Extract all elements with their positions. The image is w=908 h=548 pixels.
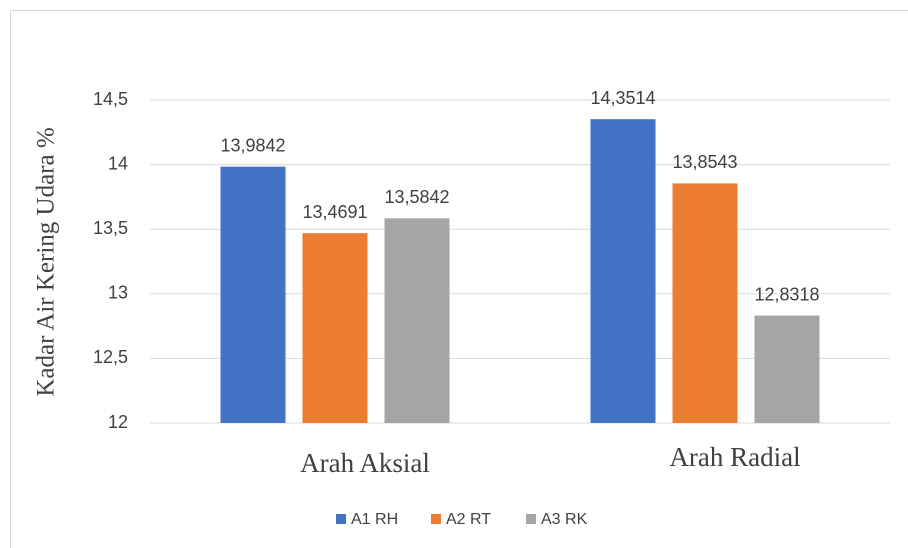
bar: [384, 218, 450, 423]
y-tick-label: 13: [108, 283, 128, 303]
legend-swatch: [431, 514, 441, 524]
bar: [754, 315, 820, 423]
y-axis-label: Kadar Air Kering Udara %: [33, 127, 60, 396]
y-tick-label: 12: [108, 412, 128, 432]
bar: [302, 233, 368, 423]
legend-label: A3 RK: [541, 511, 588, 528]
legend-swatch: [336, 514, 346, 524]
data-label: 13,4691: [302, 202, 367, 222]
data-label: 13,8543: [672, 152, 737, 172]
data-label: 13,5842: [384, 187, 449, 207]
legend-swatch: [526, 514, 536, 524]
y-tick-label: 14,5: [93, 89, 128, 109]
y-tick-label: 14: [108, 153, 128, 173]
bar: [590, 119, 656, 423]
legend-label: A2 RT: [446, 511, 491, 528]
legend-label: A1 RH: [351, 511, 398, 528]
data-label: 13,9842: [220, 135, 285, 155]
y-tick-label: 13,5: [93, 218, 128, 238]
x-tick-label: Arah Radial: [669, 442, 800, 472]
data-label: 12,8318: [754, 284, 819, 304]
bar: [220, 166, 286, 423]
data-label: 14,3514: [590, 88, 655, 108]
y-tick-label: 12,5: [93, 347, 128, 367]
x-tick-label: Arah Aksial: [300, 448, 430, 478]
bar: [672, 183, 738, 423]
